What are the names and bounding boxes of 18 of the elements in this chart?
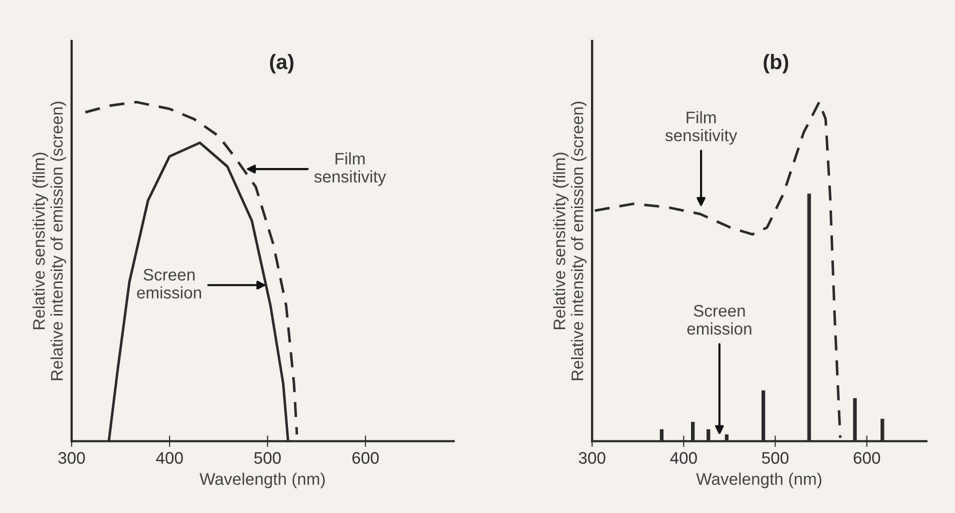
x-axis-title: Wavelength (nm) <box>200 472 325 488</box>
x-tick-label: 500 <box>254 452 281 464</box>
y-axis-title: Relative sensitivity (film) Relative intensity of emission (screen) <box>32 102 66 380</box>
chart-title: (a) <box>270 54 294 74</box>
chart-title: (b) <box>764 54 788 74</box>
annotation: Screen emission <box>137 268 202 299</box>
x-axis-title: Wavelength (nm) <box>696 472 822 488</box>
x-tick-label: 600 <box>352 452 379 464</box>
x-tick-label: 400 <box>156 452 183 464</box>
x-tick-label: 300 <box>58 452 85 464</box>
annotation: Film sensitivity <box>665 111 738 145</box>
y-axis-title: Relative sensitivity (film) Relative intensity of emission (screen) <box>553 102 587 380</box>
annotation: Screen emission <box>687 304 752 335</box>
annotation: Film sensitivity <box>314 152 386 186</box>
x-tick-label: 300 <box>578 452 606 464</box>
x-tick-label: 500 <box>762 452 789 464</box>
x-tick-label: 600 <box>854 452 880 464</box>
x-tick-label: 400 <box>670 452 697 464</box>
